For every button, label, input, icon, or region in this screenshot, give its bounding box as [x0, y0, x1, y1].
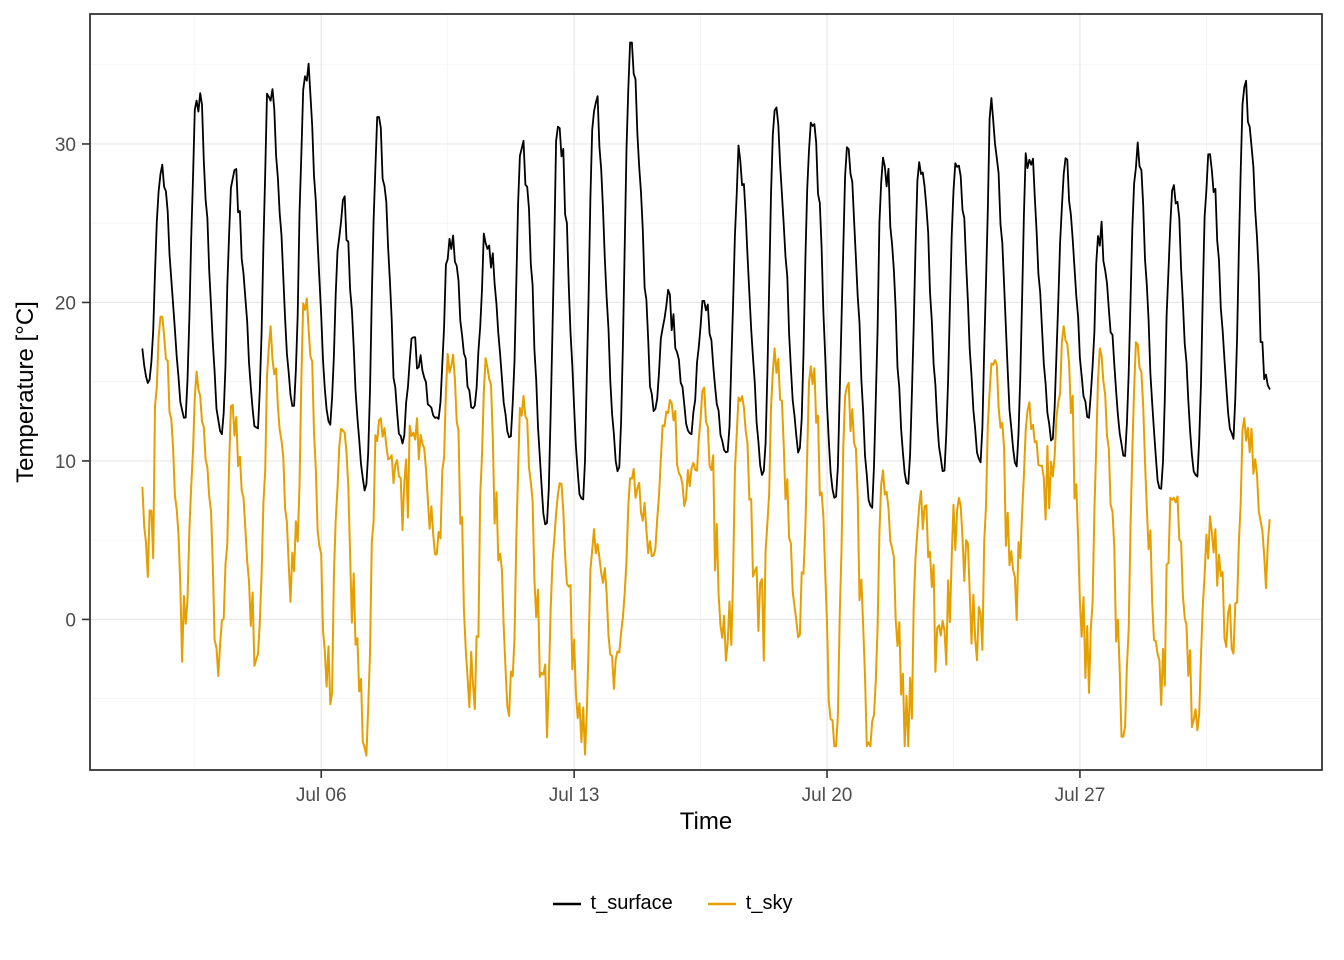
series-t_surface-line: [141, 41, 1271, 526]
legend-item-t-sky: t_sky: [707, 892, 793, 915]
legend-label-t-sky: t_sky: [745, 892, 793, 914]
y-tick-label: 30: [55, 135, 76, 156]
x-axis-title: Time: [679, 808, 733, 835]
y-tick-label: 10: [55, 452, 76, 473]
series-lines: [141, 41, 1271, 757]
y-tick-label: 0: [65, 610, 76, 631]
legend-key-line-icon: [707, 902, 736, 905]
y-axis-title: Temperature [°C]: [12, 301, 39, 483]
series-t_sky-line: [141, 297, 1271, 757]
x-tick-label: Jul 06: [296, 785, 347, 806]
chart-legend: t_surface t_sky: [0, 892, 1344, 915]
x-tick-label: Jul 27: [1055, 785, 1106, 806]
legend-label-t-surface: t_surface: [590, 892, 673, 914]
plot-area: Jul 06 Jul 13 Jul 20 Jul 27 0 10 20 30: [55, 13, 1323, 806]
y-tick-label: 20: [55, 293, 76, 314]
legend-item-t-surface: t_surface: [552, 892, 673, 915]
axis-tick-labels: Jul 06 Jul 13 Jul 20 Jul 27 0 10 20 30: [55, 135, 1105, 806]
x-tick-label: Jul 13: [549, 785, 600, 806]
axis-ticks: [82, 143, 1081, 778]
x-tick-label: Jul 20: [802, 785, 853, 806]
legend-key-line-icon: [552, 902, 581, 905]
panel-border: [89, 13, 1323, 771]
